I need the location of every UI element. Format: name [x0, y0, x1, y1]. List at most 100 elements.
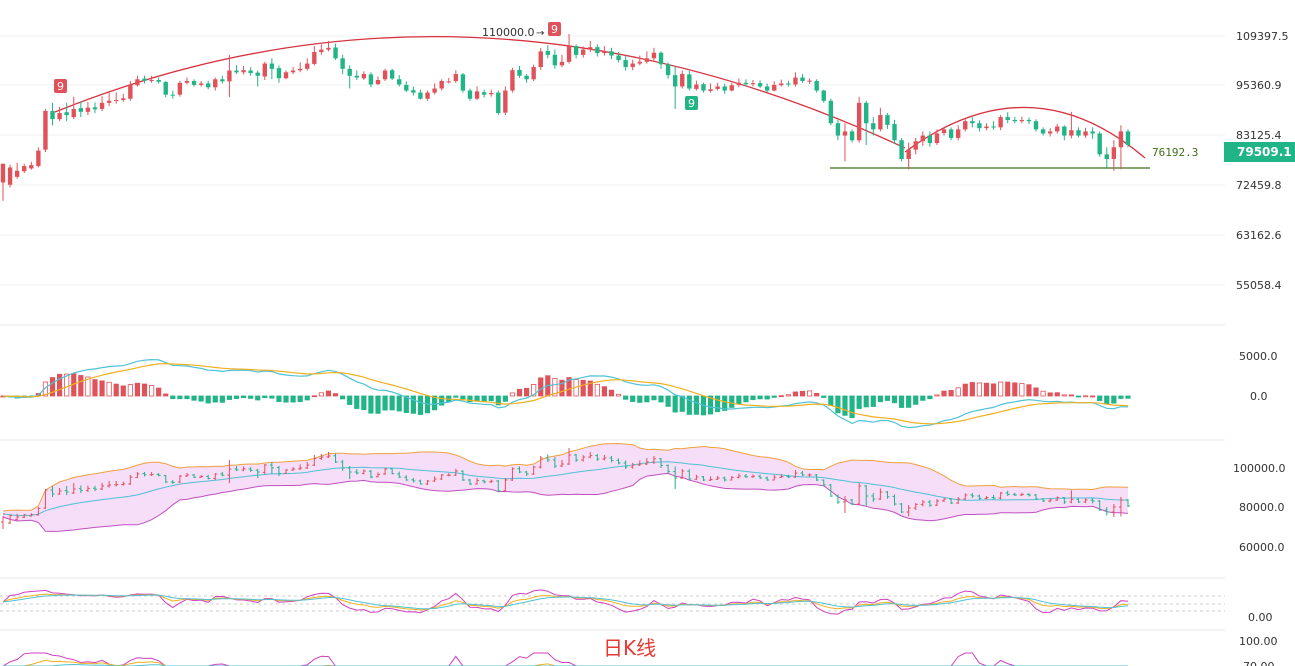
candle-body: [297, 68, 303, 71]
candle: [347, 65, 352, 89]
candle-body: [580, 49, 586, 55]
macd-bar: [799, 390, 806, 397]
rsi-line: [2, 652, 1128, 666]
ohlc-bar: [404, 475, 409, 481]
candle-body: [128, 84, 133, 99]
price-badge-bg: [1224, 142, 1295, 162]
candle: [276, 65, 282, 83]
candle: [128, 81, 133, 101]
candle: [566, 33, 572, 64]
ohlc-bar: [567, 448, 572, 465]
macd-bar: [410, 395, 416, 414]
candle: [22, 163, 27, 174]
ohlc-bar: [15, 513, 20, 521]
macd-bar: [672, 395, 678, 413]
candle: [934, 129, 940, 145]
candle: [50, 102, 55, 126]
candle: [835, 119, 841, 141]
ohlc-bar: [934, 499, 939, 506]
ohlc-bar: [857, 483, 862, 505]
ohlc-bar: [524, 471, 529, 476]
macd-bar: [686, 395, 692, 415]
ohlc-bar: [510, 467, 515, 481]
td-marker-label: 9: [551, 23, 558, 36]
ohlc-bar: [199, 475, 204, 478]
ohlc-bar: [368, 470, 373, 479]
candle-body: [764, 86, 770, 91]
candle-body: [36, 150, 41, 167]
macd-bar: [757, 395, 763, 400]
candle: [1076, 127, 1081, 138]
td-marker-label: 9: [688, 97, 695, 110]
ohlc-bar: [659, 458, 664, 468]
candle-body: [672, 75, 678, 87]
ohlc-bar: [128, 475, 133, 485]
macd-bar: [623, 395, 629, 400]
candle-body: [205, 83, 211, 88]
candle: [375, 76, 381, 85]
ohlc-bar: [376, 472, 380, 478]
ohlc-bar: [708, 476, 713, 481]
candle-body: [135, 79, 140, 86]
ohlc-bar: [920, 500, 925, 507]
candle: [135, 75, 140, 87]
candle-body: [856, 102, 862, 141]
candle: [963, 117, 968, 132]
ohlc-bar: [460, 470, 465, 481]
td-marker-label: 9: [57, 80, 64, 93]
ohlc-bar: [383, 468, 388, 475]
candle-body: [460, 74, 466, 91]
ohlc-bar: [1041, 498, 1046, 502]
macd-bar: [304, 395, 310, 401]
candle: [453, 70, 459, 83]
candle: [177, 81, 183, 97]
macd-bar: [531, 384, 537, 397]
ohlc-bar: [489, 479, 494, 483]
ohlc-bar: [722, 476, 727, 482]
tick-label: 83125.4: [1236, 129, 1282, 142]
candle: [29, 161, 34, 170]
macd-bar: [212, 395, 218, 403]
macd-bar: [233, 395, 240, 399]
rounded-top-arc: [54, 35, 906, 149]
candle: [1111, 140, 1117, 171]
ohlc-bar: [970, 493, 975, 498]
ohlc-bar: [765, 476, 770, 481]
macd-bar: [248, 395, 254, 399]
candle: [64, 102, 69, 122]
candle: [1118, 125, 1124, 170]
candle: [1005, 112, 1010, 124]
macd-bar: [403, 395, 409, 413]
candle-body: [800, 77, 805, 82]
ohlc-bar: [1048, 498, 1053, 503]
candle: [764, 83, 770, 93]
candle-body: [262, 63, 267, 77]
candle: [340, 54, 345, 75]
candle-body: [1076, 130, 1081, 136]
candle-body: [687, 74, 692, 89]
macd-bar: [969, 382, 975, 397]
candle-body: [1019, 119, 1025, 122]
ohlc-bar: [100, 482, 105, 490]
ohlc-bar: [892, 494, 897, 506]
macd-bar: [630, 395, 636, 402]
candle-body: [545, 51, 551, 55]
candle-body: [368, 74, 374, 85]
candle: [418, 89, 423, 100]
candle-body: [609, 51, 614, 56]
ohlc-bar: [298, 464, 303, 470]
ohlc-bar: [673, 466, 678, 489]
macd-bar: [340, 395, 346, 400]
candle-body: [1104, 154, 1109, 160]
candle: [312, 46, 317, 66]
td-marker: [548, 22, 561, 36]
tick-label: 95360.9: [1236, 79, 1282, 92]
macd-bar: [934, 394, 940, 397]
ohlc-bar: [347, 466, 352, 479]
candle: [878, 107, 883, 132]
macd-bar: [354, 395, 360, 409]
candle-body: [849, 131, 855, 141]
ohlc-bar: [1062, 497, 1067, 504]
ohlc-bar: [751, 474, 755, 478]
candle-body: [1005, 117, 1010, 120]
